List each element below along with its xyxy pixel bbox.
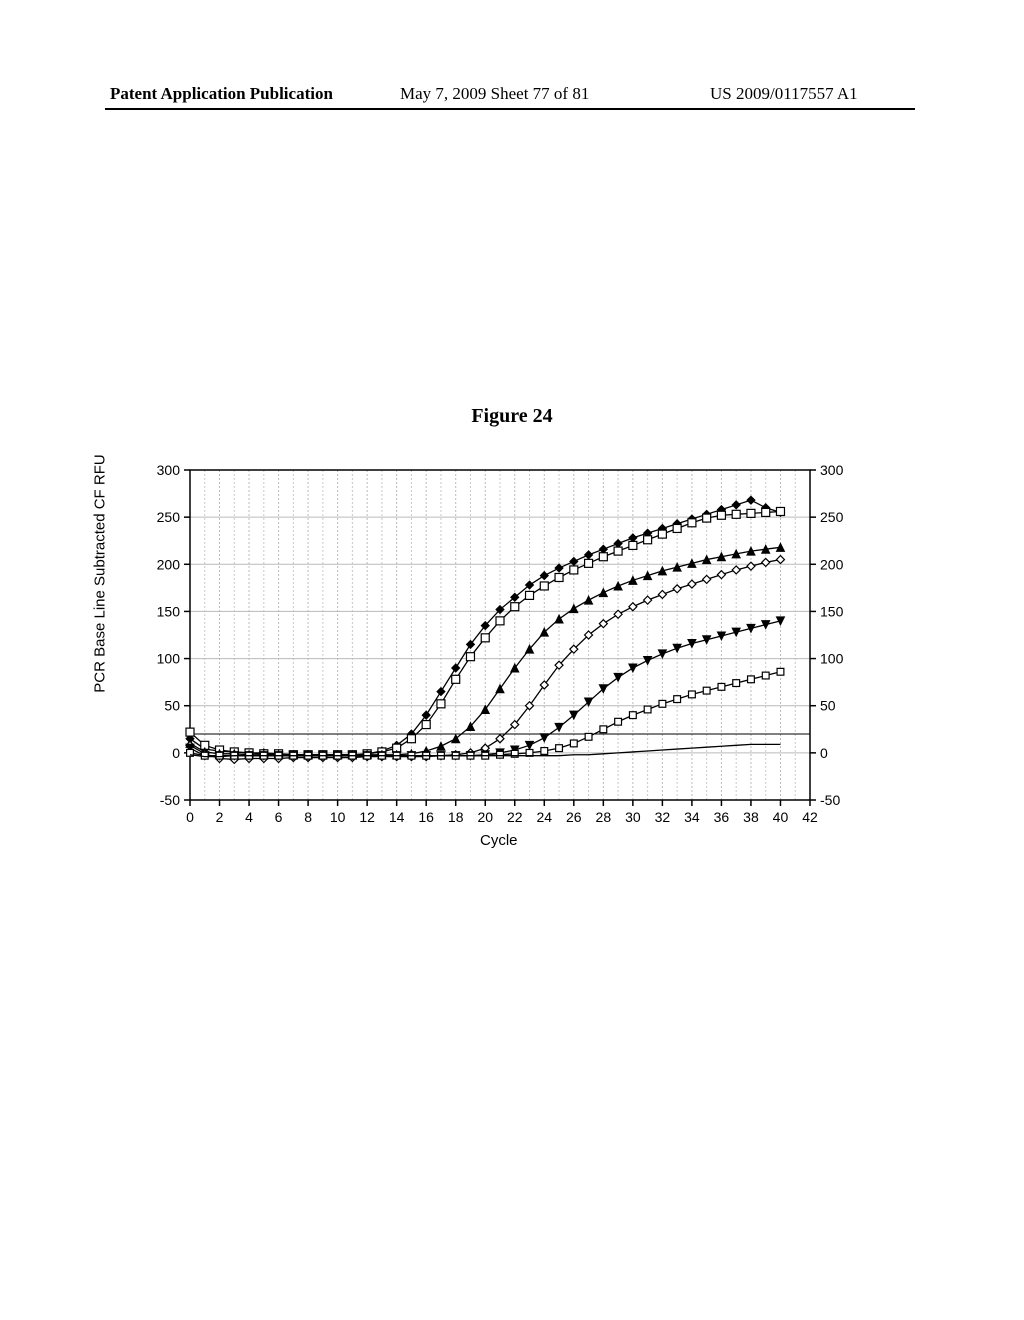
svg-text:200: 200 — [157, 556, 181, 572]
chart-svg: 024681012141618202224262830323436384042-… — [130, 460, 865, 845]
figure-title: Figure 24 — [0, 405, 1024, 428]
svg-text:10: 10 — [330, 809, 346, 825]
svg-text:40: 40 — [773, 809, 789, 825]
svg-text:-50: -50 — [820, 792, 840, 808]
svg-text:6: 6 — [275, 809, 283, 825]
svg-text:50: 50 — [820, 698, 836, 714]
x-axis-label: Cycle — [480, 832, 518, 849]
svg-text:18: 18 — [448, 809, 464, 825]
svg-text:0: 0 — [172, 745, 180, 761]
svg-text:250: 250 — [820, 509, 844, 525]
svg-text:8: 8 — [304, 809, 312, 825]
header-right: US 2009/0117557 A1 — [710, 84, 858, 104]
svg-text:2: 2 — [216, 809, 224, 825]
svg-text:-50: -50 — [160, 792, 180, 808]
svg-text:250: 250 — [157, 509, 181, 525]
svg-text:12: 12 — [359, 809, 375, 825]
svg-text:0: 0 — [820, 745, 828, 761]
svg-text:36: 36 — [714, 809, 730, 825]
header-left: Patent Application Publication — [110, 84, 333, 104]
svg-text:200: 200 — [820, 556, 844, 572]
svg-text:50: 50 — [164, 698, 180, 714]
svg-text:300: 300 — [820, 462, 844, 478]
svg-text:300: 300 — [157, 462, 181, 478]
svg-text:20: 20 — [477, 809, 493, 825]
header-rule — [105, 108, 915, 110]
svg-text:26: 26 — [566, 809, 582, 825]
svg-text:16: 16 — [418, 809, 434, 825]
svg-text:38: 38 — [743, 809, 759, 825]
page: Patent Application Publication May 7, 20… — [0, 0, 1024, 1320]
svg-text:30: 30 — [625, 809, 641, 825]
svg-text:0: 0 — [186, 809, 194, 825]
svg-text:24: 24 — [536, 809, 552, 825]
svg-text:150: 150 — [157, 603, 181, 619]
svg-text:32: 32 — [655, 809, 671, 825]
svg-text:42: 42 — [802, 809, 818, 825]
svg-text:28: 28 — [596, 809, 612, 825]
svg-text:4: 4 — [245, 809, 253, 825]
chart-container: 024681012141618202224262830323436384042-… — [130, 460, 865, 850]
svg-text:100: 100 — [820, 651, 844, 667]
svg-text:34: 34 — [684, 809, 700, 825]
y-axis-label: PCR Base Line Subtracted CF RFU — [92, 454, 109, 692]
svg-text:150: 150 — [820, 603, 844, 619]
svg-text:14: 14 — [389, 809, 405, 825]
svg-text:100: 100 — [157, 651, 181, 667]
header-mid: May 7, 2009 Sheet 77 of 81 — [400, 84, 589, 104]
svg-text:22: 22 — [507, 809, 523, 825]
